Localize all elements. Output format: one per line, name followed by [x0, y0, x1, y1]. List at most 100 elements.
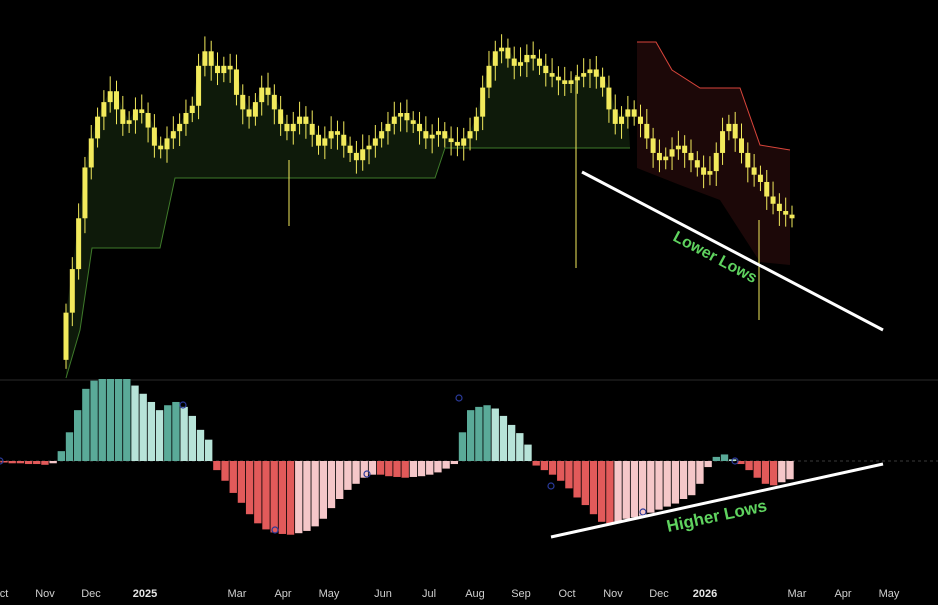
histogram-bar — [229, 461, 237, 493]
candle-body — [631, 109, 637, 117]
histogram-bar — [565, 461, 573, 489]
candle-body — [360, 149, 366, 161]
candle-body — [183, 113, 189, 124]
candle-body — [568, 80, 574, 84]
histogram-bar — [761, 461, 770, 484]
histogram-bar — [196, 429, 205, 461]
histogram-bar — [82, 388, 90, 461]
candle-body — [164, 138, 170, 150]
candle-body — [738, 138, 744, 153]
candle-body — [107, 91, 113, 103]
histogram-bar — [278, 461, 287, 534]
candle-body — [82, 167, 88, 219]
candle-body — [76, 218, 82, 270]
histogram-bar — [483, 405, 491, 461]
histogram-bar — [319, 461, 327, 519]
histogram-group — [0, 379, 794, 535]
histogram-bar — [524, 444, 532, 461]
candle-body — [208, 51, 214, 66]
histogram-bar — [352, 461, 360, 484]
histogram-bar — [90, 380, 98, 461]
histogram-bar — [172, 401, 180, 461]
candle-body — [770, 196, 776, 204]
histogram-bar — [442, 461, 450, 469]
histogram-bar — [745, 461, 753, 471]
x-tick-label: May — [319, 588, 340, 600]
histogram-bar — [671, 461, 680, 504]
histogram-bar — [630, 461, 639, 518]
candle-body — [202, 51, 208, 66]
candle-body — [139, 109, 145, 114]
histogram-bar — [499, 415, 508, 461]
histogram-bar — [368, 461, 377, 475]
candle-body — [88, 138, 94, 168]
candle-body — [581, 73, 587, 77]
histogram-bar — [295, 461, 303, 534]
x-tick-label: Oct — [558, 588, 575, 600]
histogram-bar — [254, 461, 262, 524]
candle-body — [391, 116, 397, 124]
candle-body — [347, 145, 353, 153]
candle-body — [353, 152, 359, 161]
red-channel-upper-line — [637, 41, 791, 151]
histogram-bar — [704, 461, 712, 468]
candle-body — [417, 123, 423, 132]
candle-body — [682, 145, 688, 153]
candle-body — [290, 123, 296, 132]
candle-body — [701, 167, 707, 175]
x-tick-label: Apr — [834, 588, 851, 600]
histogram-bar — [33, 461, 41, 465]
candle-body — [663, 156, 669, 161]
candle-body — [720, 131, 726, 153]
red-channel-fill — [637, 42, 790, 265]
pivot-marker — [455, 394, 463, 402]
histogram-bar — [270, 461, 278, 533]
histogram-bar — [475, 406, 483, 461]
candle-body — [448, 138, 454, 143]
histogram-bar — [696, 461, 704, 484]
candle-body — [783, 211, 789, 215]
candle-body — [126, 120, 132, 124]
x-tick-label: ct — [0, 588, 8, 600]
histogram-bar — [532, 461, 540, 466]
candle-body — [385, 123, 391, 132]
histogram-bar — [557, 461, 565, 481]
histogram-bar — [729, 459, 737, 461]
candle-body — [461, 138, 467, 146]
candle-body — [316, 134, 322, 146]
histogram-bar — [753, 461, 761, 478]
histogram-bar — [327, 461, 336, 509]
candle-body — [776, 203, 782, 212]
higher-lows-trendline — [550, 462, 884, 539]
candle-body — [252, 102, 258, 117]
histogram-bar — [376, 461, 385, 475]
candle-body — [284, 123, 290, 132]
candle-body — [303, 116, 309, 124]
candle-body — [549, 73, 555, 77]
pivot-marker — [179, 401, 187, 409]
candle-body — [574, 76, 580, 81]
pivot-marker — [271, 526, 279, 534]
histogram-bar — [647, 461, 655, 513]
candle-body — [637, 116, 643, 124]
candle-body — [322, 138, 328, 146]
candle-body — [246, 109, 252, 117]
candle-body — [404, 113, 410, 121]
histogram-bar — [49, 461, 57, 464]
histogram-bar — [540, 461, 549, 471]
candle-body — [151, 127, 157, 146]
oscillator-panel: Higher Lows — [0, 379, 938, 539]
histogram-bar — [769, 461, 778, 486]
x-tick-label: 2026 — [693, 588, 717, 600]
histogram-bar — [57, 451, 65, 461]
candle-body — [120, 109, 126, 124]
histogram-bar — [450, 461, 458, 465]
histogram-bar — [65, 432, 74, 461]
candle-body — [625, 109, 631, 117]
x-tick-label: Nov — [603, 588, 623, 600]
histogram-bar — [180, 406, 188, 461]
histogram-bar — [123, 379, 131, 461]
candle-body — [271, 94, 277, 110]
candle-body — [606, 87, 612, 110]
candle-body — [713, 152, 719, 172]
